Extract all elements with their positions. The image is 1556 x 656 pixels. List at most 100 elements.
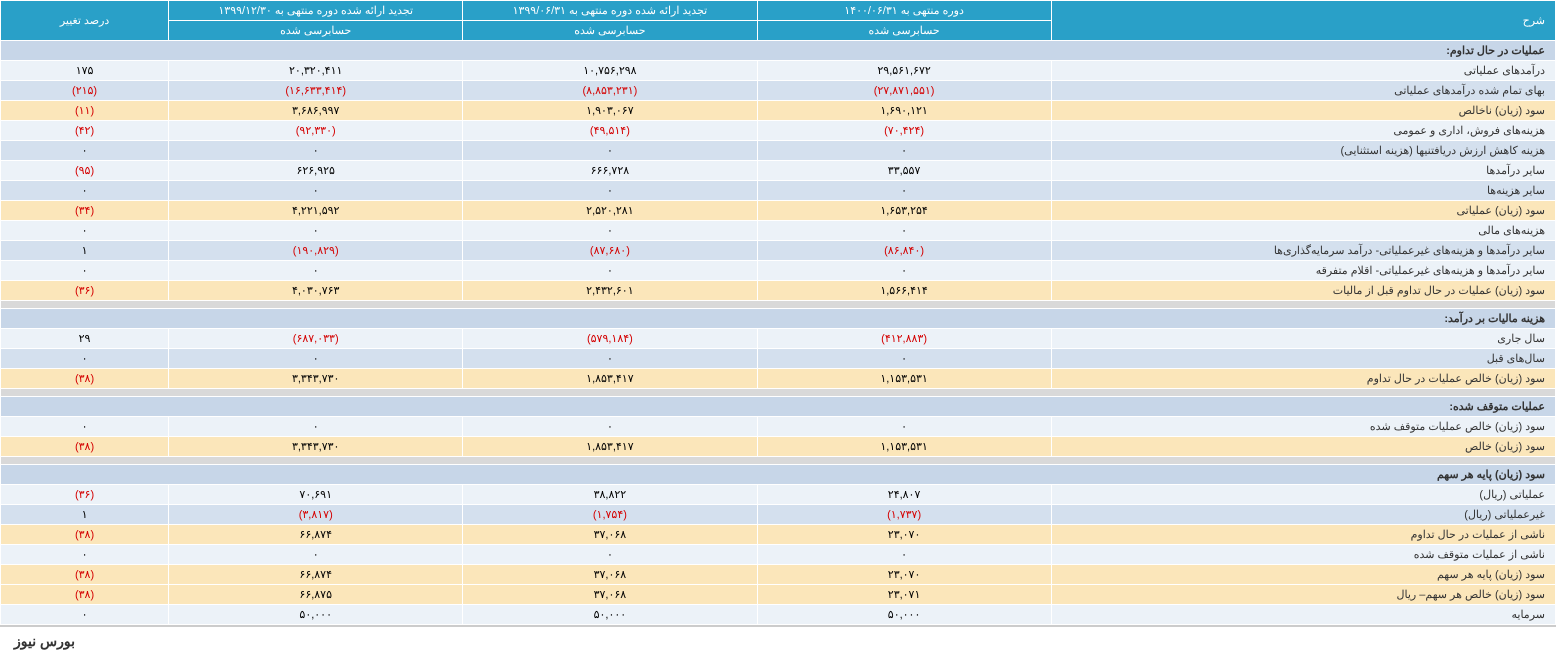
cell-value: (۸۷,۶۸۰) [463, 241, 757, 261]
cell-value: ۴,۲۲۱,۵۹۲ [169, 201, 463, 221]
cell-value: (۱۹۰,۸۲۹) [169, 241, 463, 261]
cell-value: (۱۶,۶۳۳,۴۱۴) [169, 81, 463, 101]
cell-value: ۳۸,۸۲۲ [463, 485, 757, 505]
table-row: غیرعملیاتی (ریال)(۱,۷۳۷)(۱,۷۵۴)(۳,۸۱۷)۱ [1, 505, 1556, 525]
row-label: ناشی از عملیات متوقف شده [1051, 545, 1555, 565]
row-label: ناشی از عملیات در حال تداوم [1051, 525, 1555, 545]
spacer-row [1, 389, 1556, 397]
table-row: عملیاتی (ریال)۲۴,۸۰۷۳۸,۸۲۲۷۰,۶۹۱(۳۶) [1, 485, 1556, 505]
cell-value: (۴۹,۵۱۴) [463, 121, 757, 141]
table-row: سود (زیان) خالص عملیات در حال تداوم۱,۱۵۳… [1, 369, 1556, 389]
cell-value: (۸,۸۵۳,۲۳۱) [463, 81, 757, 101]
cell-value: (۱۱) [1, 101, 169, 121]
cell-value: ۰ [757, 545, 1051, 565]
cell-value: ۳۷,۰۶۸ [463, 585, 757, 605]
table-row: سود (زیان) پایه هر سهم۲۳,۰۷۰۳۷,۰۶۸۶۶,۸۷۴… [1, 565, 1556, 585]
cell-value: ۳,۶۸۶,۹۹۷ [169, 101, 463, 121]
row-label: سال جاری [1051, 329, 1555, 349]
table-row: هزینه‌های مالی۰۰۰۰ [1, 221, 1556, 241]
cell-value: (۱,۷۵۴) [463, 505, 757, 525]
table-row: سود (زیان) خالص عملیات متوقف شده۰۰۰۰ [1, 417, 1556, 437]
section-title: عملیات متوقف شده: [1, 397, 1556, 417]
cell-value: ۰ [1, 181, 169, 201]
cell-value: (۴۲) [1, 121, 169, 141]
cell-value: (۷۰,۴۲۴) [757, 121, 1051, 141]
row-label: سایر درآمدها و هزینه‌های غیرعملیاتی- درآ… [1051, 241, 1555, 261]
cell-value: (۳۶) [1, 281, 169, 301]
cell-value: (۳۴) [1, 201, 169, 221]
cell-value: ۲۹ [1, 329, 169, 349]
cell-value: (۴۱۲,۸۸۳) [757, 329, 1051, 349]
cell-value: (۵۷۹,۱۸۴) [463, 329, 757, 349]
cell-value: ۰ [463, 261, 757, 281]
table-row: سایر درآمدها و هزینه‌های غیرعملیاتی- درآ… [1, 241, 1556, 261]
table-row: سال‌های قبل۰۰۰۰ [1, 349, 1556, 369]
cell-value: (۶۸۷,۰۳۳) [169, 329, 463, 349]
cell-value: ۱,۹۰۳,۰۶۷ [463, 101, 757, 121]
section-header: عملیات متوقف شده: [1, 397, 1556, 417]
cell-value: ۰ [757, 417, 1051, 437]
cell-value: ۱۷۵ [1, 61, 169, 81]
row-label: سود (زیان) خالص [1051, 437, 1555, 457]
section-header: سود (زیان) پایه هر سهم [1, 465, 1556, 485]
cell-value: ۰ [169, 181, 463, 201]
row-label: بهای تمام شده درآمدهای عملیاتی [1051, 81, 1555, 101]
cell-value: ۱,۱۵۳,۵۳۱ [757, 437, 1051, 457]
cell-value: ۲۹,۵۶۱,۶۷۲ [757, 61, 1051, 81]
cell-value: ۳۷,۰۶۸ [463, 565, 757, 585]
row-label: هزینه‌های مالی [1051, 221, 1555, 241]
financial-table: شرح دوره منتهی به ۱۴۰۰/۰۶/۳۱ تجدید ارائه… [0, 0, 1556, 625]
cell-value: ۰ [463, 221, 757, 241]
row-label: سایر درآمدها [1051, 161, 1555, 181]
header-audited-3: حسابرسی شده [169, 21, 463, 41]
cell-value: ۱ [1, 241, 169, 261]
cell-value: ۰ [1, 545, 169, 565]
cell-value: ۰ [1, 261, 169, 281]
cell-value: ۰ [463, 141, 757, 161]
cell-value: ۱,۱۵۳,۵۳۱ [757, 369, 1051, 389]
cell-value: ۴,۰۳۰,۷۶۳ [169, 281, 463, 301]
section-title: عملیات در حال تداوم: [1, 41, 1556, 61]
header-period1: دوره منتهی به ۱۴۰۰/۰۶/۳۱ [757, 1, 1051, 21]
cell-value: ۲,۵۲۰,۲۸۱ [463, 201, 757, 221]
cell-value: ۱,۶۹۰,۱۲۱ [757, 101, 1051, 121]
cell-value: ۱,۶۵۳,۲۵۴ [757, 201, 1051, 221]
row-label: سود (زیان) خالص عملیات در حال تداوم [1051, 369, 1555, 389]
row-label: غیرعملیاتی (ریال) [1051, 505, 1555, 525]
spacer-row [1, 457, 1556, 465]
row-label: درآمدهای عملیاتی [1051, 61, 1555, 81]
cell-value: ۱۰,۷۵۶,۲۹۸ [463, 61, 757, 81]
cell-value: ۲۴,۸۰۷ [757, 485, 1051, 505]
cell-value: ۰ [757, 349, 1051, 369]
header-pct: درصد تغییر [1, 1, 169, 41]
cell-value: ۰ [463, 417, 757, 437]
cell-value: (۳۸) [1, 369, 169, 389]
table-row: سال جاری(۴۱۲,۸۸۳)(۵۷۹,۱۸۴)(۶۸۷,۰۳۳)۲۹ [1, 329, 1556, 349]
cell-value: ۰ [169, 417, 463, 437]
cell-value: (۲۷,۸۷۱,۵۵۱) [757, 81, 1051, 101]
row-label: سود (زیان) خالص هر سهم– ریال [1051, 585, 1555, 605]
section-title: هزینه مالیات بر درآمد: [1, 309, 1556, 329]
table-row: ناشی از عملیات متوقف شده۰۰۰۰ [1, 545, 1556, 565]
header-audited-2: حسابرسی شده [463, 21, 757, 41]
cell-value: ۲۳,۰۷۰ [757, 525, 1051, 545]
cell-value: ۰ [169, 349, 463, 369]
row-label: سال‌های قبل [1051, 349, 1555, 369]
section-title: سود (زیان) پایه هر سهم [1, 465, 1556, 485]
table-row: سایر درآمدها و هزینه‌های غیرعملیاتی- اقل… [1, 261, 1556, 281]
table-row: درآمدهای عملیاتی۲۹,۵۶۱,۶۷۲۱۰,۷۵۶,۲۹۸۲۰,۳… [1, 61, 1556, 81]
cell-value: (۹۲,۳۳۰) [169, 121, 463, 141]
cell-value: (۳۶) [1, 485, 169, 505]
cell-value: ۰ [463, 349, 757, 369]
cell-value: (۹۵) [1, 161, 169, 181]
row-label: سایر هزینه‌ها [1051, 181, 1555, 201]
cell-value: (۳۸) [1, 585, 169, 605]
cell-value: ۰ [1, 221, 169, 241]
header-period3: تجدید ارائه شده دوره منتهی به ۱۳۹۹/۱۲/۳۰ [169, 1, 463, 21]
cell-value: (۲۱۵) [1, 81, 169, 101]
cell-value: (۳۸) [1, 565, 169, 585]
spacer-row [1, 301, 1556, 309]
cell-value: ۰ [169, 221, 463, 241]
cell-value: ۳,۳۴۳,۷۳۰ [169, 369, 463, 389]
table-row: سود (زیان) عملیاتی۱,۶۵۳,۲۵۴۲,۵۲۰,۲۸۱۴,۲۲… [1, 201, 1556, 221]
